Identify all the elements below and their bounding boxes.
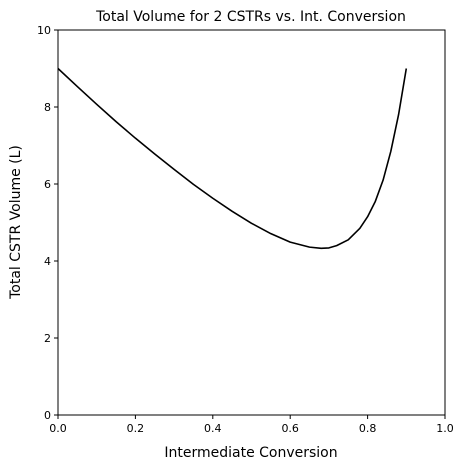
plot-frame: [57, 29, 446, 416]
x-tick-label: 0.6: [281, 422, 299, 435]
x-axis-label: Intermediate Conversion: [164, 445, 337, 461]
x-tick-label: 0.8: [359, 422, 377, 435]
y-tick-label: 8: [44, 101, 51, 114]
y-tick-label: 6: [44, 178, 51, 191]
plot-area: [57, 29, 446, 416]
x-tick-label: 0.2: [127, 422, 145, 435]
x-tick-label: 0.0: [49, 422, 67, 435]
x-tick-label: 0.4: [204, 422, 222, 435]
chart-title: Total Volume for 2 CSTRs vs. Int. Conver…: [95, 9, 406, 25]
y-tick-label: 10: [37, 24, 51, 37]
series-line-0: [57, 67, 408, 250]
x-axis: 0.0 0.2 0.4 0.6 0.8 1.0: [49, 415, 454, 435]
y-tick-label: 4: [44, 255, 51, 268]
y-axis-label: Total CSTR Volume (L): [8, 145, 24, 300]
y-axis: 0 2 4 6 8 10: [37, 24, 58, 422]
y-tick-label: 2: [44, 332, 51, 345]
x-tick-label: 1.0: [436, 422, 454, 435]
y-tick-label: 0: [44, 409, 51, 422]
